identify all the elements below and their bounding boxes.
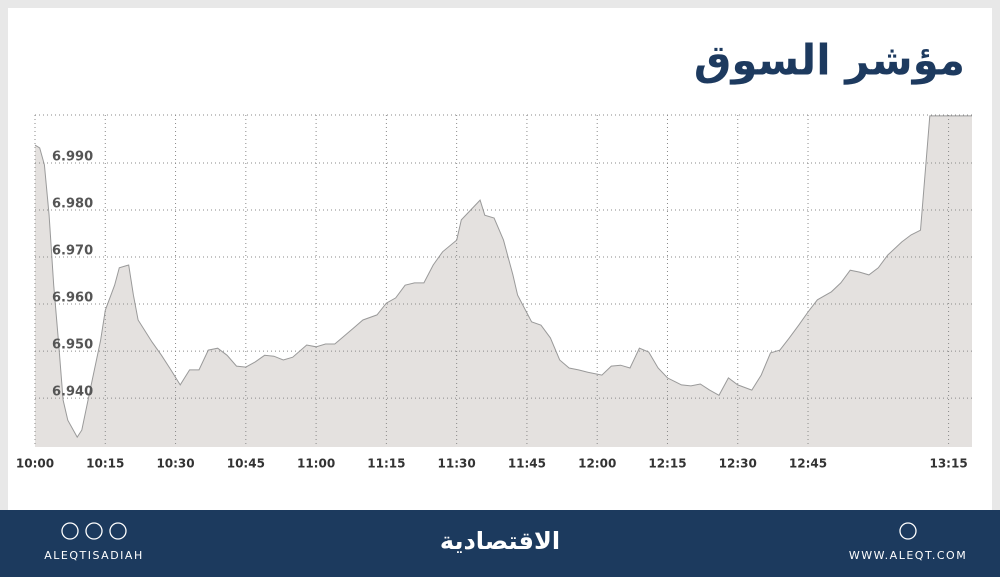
x-tick-label: 10:15	[86, 457, 124, 471]
footer-logo: الاقتصادية	[440, 527, 560, 555]
chart-title: مؤشر السوق	[694, 36, 965, 86]
footer-bar	[0, 510, 1000, 577]
y-tick-label: 6.950	[52, 338, 93, 353]
instagram-icon	[61, 522, 79, 540]
x-tick-label: 12:45	[789, 457, 827, 471]
area	[35, 115, 972, 448]
x-tick-label: 11:45	[508, 457, 546, 471]
x-tick-label: 10:00	[16, 457, 54, 471]
y-tick-label: 6.980	[52, 196, 93, 211]
footer-handle: ALEQTISADIAH	[44, 549, 143, 562]
y-tick-label: 6.940	[52, 385, 93, 400]
x-tick-label: 10:30	[156, 457, 194, 471]
plot: 6.940 6.950 6.960 6.970 6.980 6.990 10:00 10:15…	[16, 114, 972, 471]
footer-website: WWW.ALEQT.COM	[849, 549, 967, 562]
x-tick-label: 11:30	[438, 457, 476, 471]
y-tick-label: 6.990	[52, 149, 93, 164]
x-tick-label: 11:15	[367, 457, 405, 471]
x-tick-label: 12:30	[719, 457, 757, 471]
x-tick-label: 12:15	[648, 457, 686, 471]
y-tick-label: 6.970	[52, 244, 93, 259]
x-tick-label: 13:15	[929, 457, 967, 471]
x-tick-label: 10:45	[227, 457, 265, 471]
web-icon	[899, 522, 917, 540]
x-tick-label: 12:00	[578, 457, 616, 471]
x-tick-label: 11:00	[297, 457, 335, 471]
facebook-icon	[85, 522, 103, 540]
social-icons	[61, 522, 917, 540]
y-tick-label: 6.960	[52, 291, 93, 306]
twitter-icon	[109, 522, 127, 540]
